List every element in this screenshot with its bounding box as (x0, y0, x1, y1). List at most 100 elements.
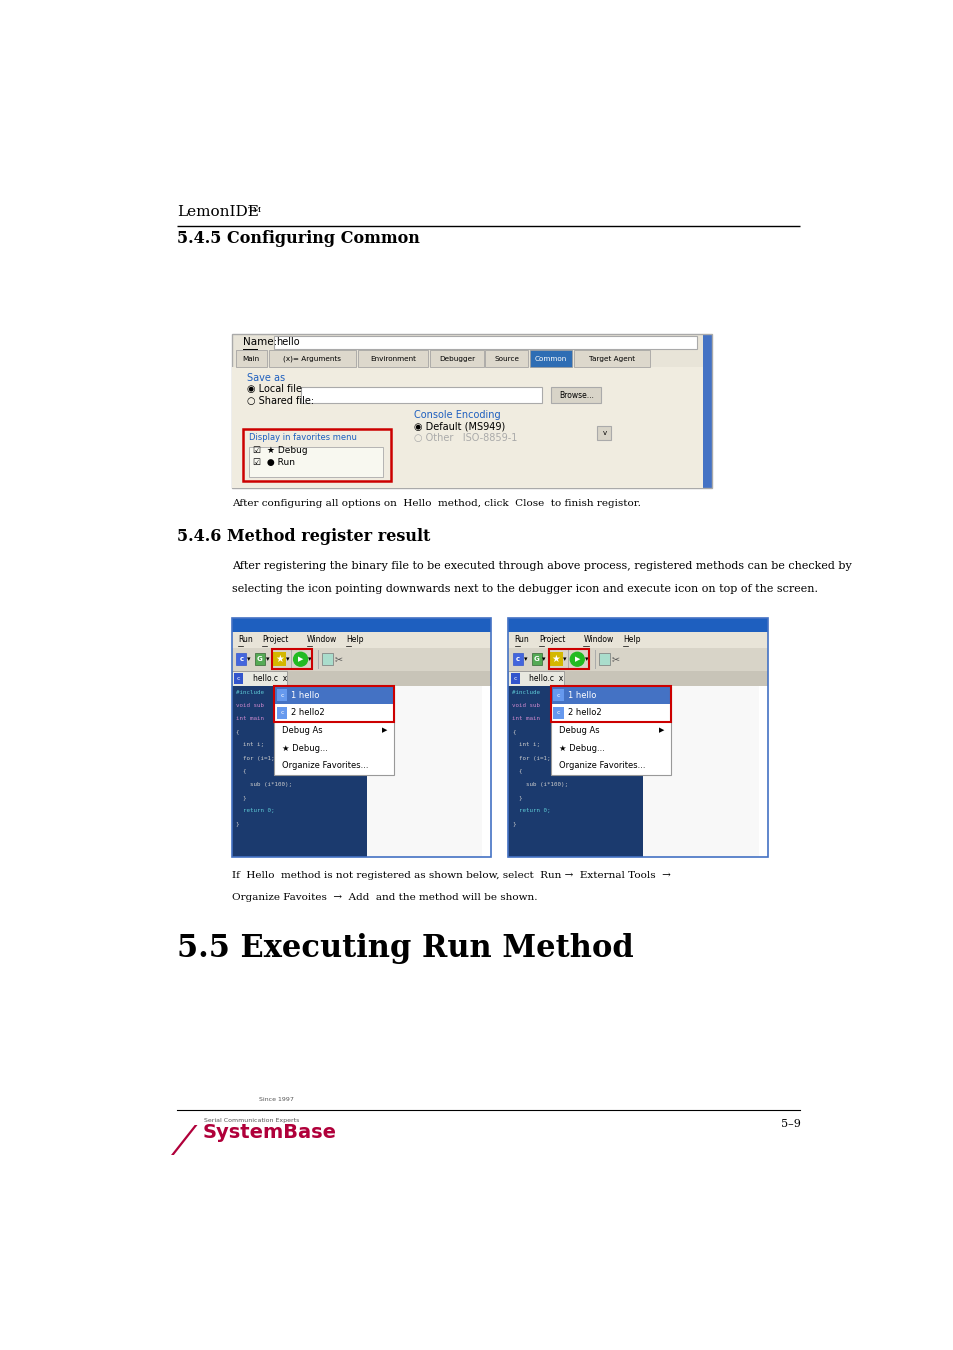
Bar (531, 653, 541, 666)
Text: Window: Window (307, 636, 336, 644)
Bar (553, 690, 563, 701)
Text: Browse...: Browse... (558, 390, 594, 400)
Text: Name:: Name: (243, 336, 277, 347)
Text: ▾: ▾ (541, 656, 545, 663)
Bar (322, 653, 333, 666)
Bar (597, 425, 611, 440)
Bar (233, 674, 243, 684)
Text: ▾: ▾ (286, 656, 290, 663)
Bar (508, 671, 563, 686)
Text: {: { (512, 768, 522, 774)
Bar (243, 429, 390, 482)
Text: Save as: Save as (247, 373, 285, 383)
Text: ▾: ▾ (308, 656, 312, 663)
Text: {: { (235, 768, 246, 774)
Circle shape (294, 652, 307, 666)
Bar (232, 632, 491, 648)
Text: c: c (513, 676, 517, 680)
Bar (232, 671, 491, 686)
Bar (508, 648, 767, 671)
Text: c: c (557, 693, 559, 698)
Text: Organize Favoites  →  Add  and the method will be shown.: Organize Favoites → Add and the method w… (232, 892, 537, 902)
Text: (x)= Arguments: (x)= Arguments (283, 355, 341, 362)
Text: ★ Debug...: ★ Debug... (558, 744, 604, 753)
Bar (366, 686, 481, 857)
Bar (274, 686, 394, 703)
Text: {: { (512, 729, 516, 734)
Bar (357, 351, 428, 367)
Text: void sub: void sub (235, 703, 263, 709)
Text: Target Agent: Target Agent (588, 356, 635, 362)
Text: r[]): r[]) (370, 721, 385, 726)
Bar (550, 686, 670, 703)
Bar (574, 351, 650, 367)
Text: SystemBase: SystemBase (203, 1123, 336, 1142)
Bar (550, 686, 670, 722)
Text: Project: Project (262, 636, 289, 644)
Bar (508, 671, 767, 686)
Text: }: } (235, 821, 239, 826)
Bar (232, 671, 287, 686)
Text: Serial Communication Experts: Serial Communication Experts (204, 1118, 299, 1123)
Text: Organize Favorites...: Organize Favorites... (558, 761, 644, 771)
Text: ✂: ✂ (335, 655, 342, 664)
Bar (485, 351, 528, 367)
Bar (702, 333, 711, 487)
Text: Display in favorites menu: Display in favorites menu (249, 433, 357, 441)
Text: Main: Main (242, 356, 259, 362)
Bar (273, 652, 286, 666)
Text: c: c (239, 656, 243, 663)
Bar (232, 618, 491, 857)
Text: G: G (533, 656, 538, 663)
Text: int i;: int i; (235, 743, 263, 748)
Bar (549, 652, 562, 666)
Text: sub (i*100);: sub (i*100); (235, 782, 292, 787)
Text: Help: Help (622, 636, 639, 644)
Text: c: c (280, 710, 283, 716)
Text: c: c (516, 656, 519, 663)
Text: return 0;: return 0; (235, 809, 274, 813)
Text: for (i=1; i<=10; i++): for (i=1; i<=10; i++) (512, 756, 592, 760)
Text: LemonIDE: LemonIDE (177, 205, 259, 219)
Text: ☑  ★ Debug: ☑ ★ Debug (253, 446, 307, 455)
Text: Debugger: Debugger (438, 356, 475, 362)
Text: Organize Favorites...: Organize Favorites... (282, 761, 368, 771)
Text: hello: hello (276, 338, 300, 347)
Text: Console Encoding: Console Encoding (414, 410, 500, 420)
Circle shape (570, 652, 583, 666)
Text: return 0;: return 0; (512, 809, 550, 813)
Text: }: } (512, 795, 522, 799)
Bar (510, 674, 519, 684)
Text: v: v (601, 429, 606, 436)
Text: hello.c  x: hello.c x (529, 674, 563, 683)
Text: ✂: ✂ (611, 655, 618, 664)
Text: ★ Debug...: ★ Debug... (282, 744, 328, 753)
Text: After registering the binary file to be executed through above process, register: After registering the binary file to be … (232, 560, 850, 571)
Text: ☑  ● Run: ☑ ● Run (253, 458, 294, 467)
Text: Environment: Environment (370, 356, 416, 362)
Text: ◉ Local file: ◉ Local file (247, 385, 302, 394)
Text: ⁄: ⁄ (181, 1126, 188, 1162)
Text: Debug As: Debug As (282, 726, 322, 734)
Bar (232, 333, 711, 487)
Bar (529, 351, 572, 367)
Text: }: } (512, 821, 516, 826)
Text: ◉ Default (MS949): ◉ Default (MS949) (414, 421, 504, 431)
Bar (254, 653, 265, 666)
Bar (274, 686, 394, 775)
Text: Project: Project (538, 636, 565, 644)
Text: 5–9: 5–9 (780, 1119, 800, 1129)
Bar (553, 707, 563, 718)
Bar (508, 618, 767, 632)
Text: ▶: ▶ (382, 728, 387, 733)
Text: ▾: ▾ (584, 656, 588, 663)
Text: ★: ★ (551, 655, 559, 664)
Text: ○ Other   ISO-8859-1: ○ Other ISO-8859-1 (414, 433, 517, 443)
Text: {: { (235, 729, 239, 734)
Text: Help: Help (346, 636, 363, 644)
Text: Since 1997: Since 1997 (259, 1098, 294, 1102)
Text: Debug As: Debug As (558, 726, 598, 734)
Text: hello.c  x: hello.c x (253, 674, 287, 683)
Bar (232, 648, 491, 671)
Bar (232, 333, 711, 487)
